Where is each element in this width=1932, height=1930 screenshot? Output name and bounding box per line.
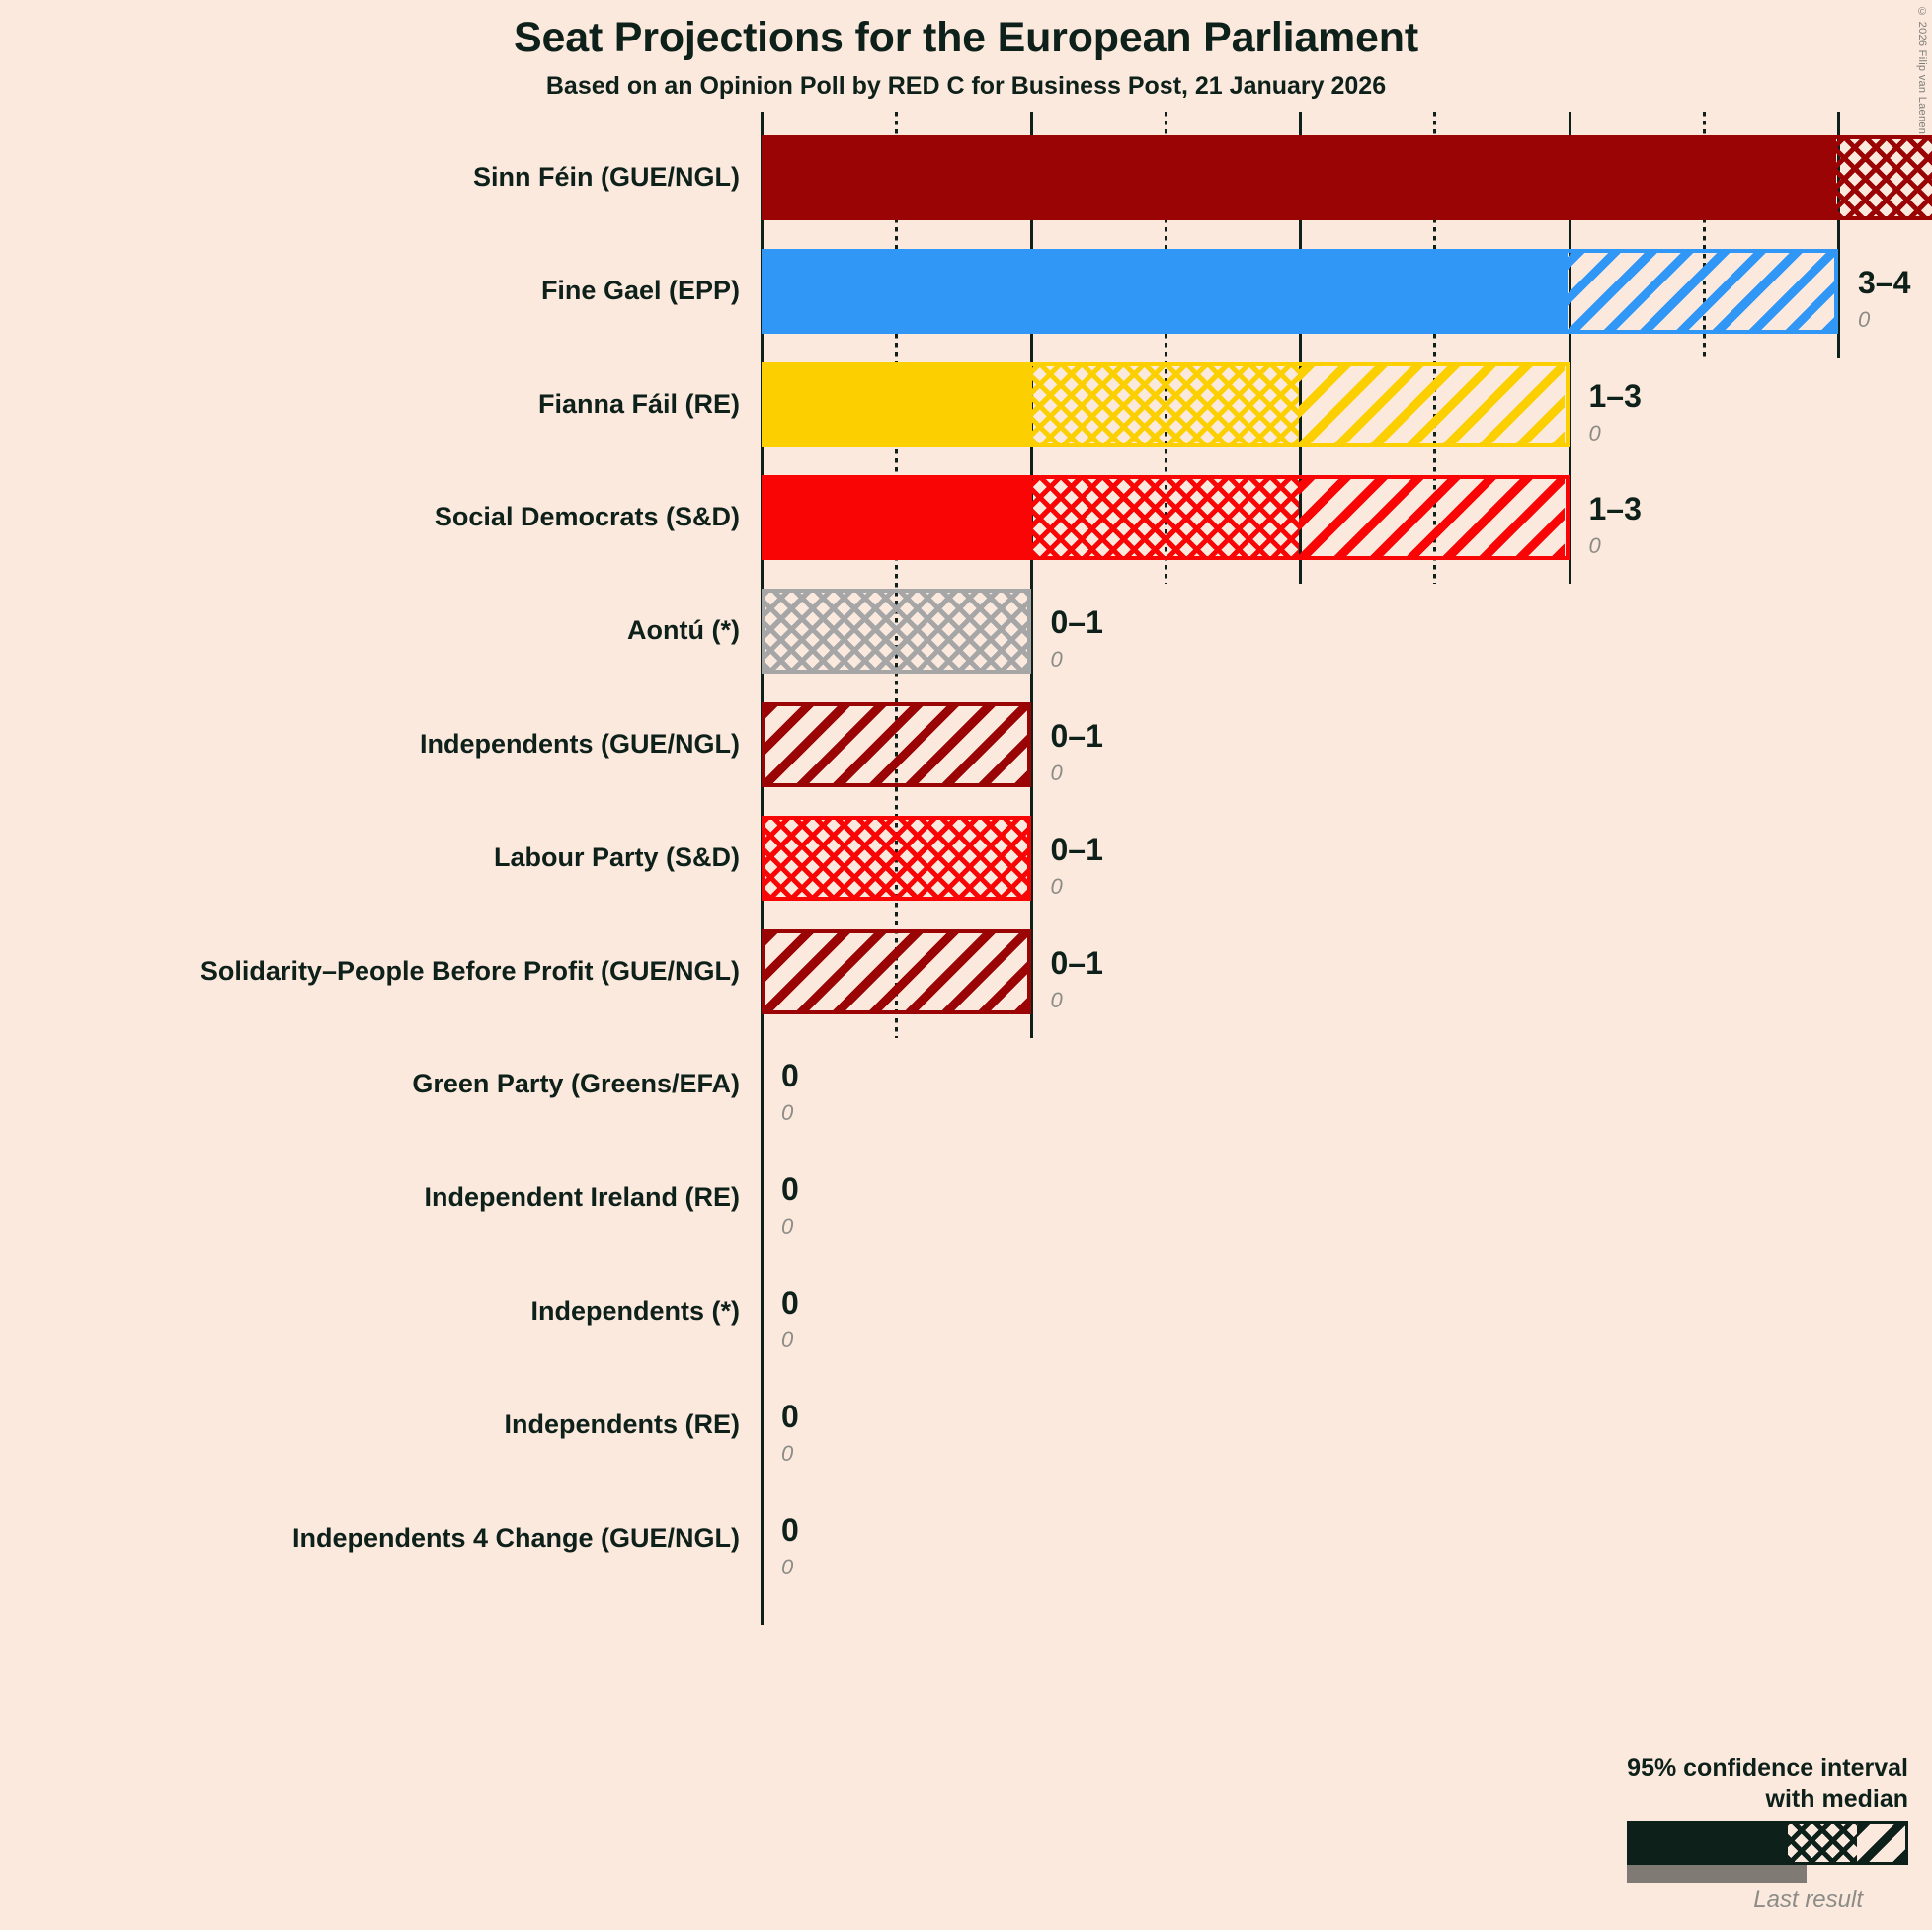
axis-tick-1-5 [1164, 112, 1167, 126]
legend-caption-line1: 95% confidence interval [1627, 1754, 1908, 1782]
bar-4 [762, 589, 1031, 675]
axis-tick-3 [1568, 112, 1571, 126]
copyright-notice: © 2026 Filip van Laenen [1916, 6, 1928, 135]
party-label-5: Independents (GUE/NGL) [420, 729, 740, 759]
gridline-3 [1568, 112, 1571, 585]
gridline-1-5 [1164, 112, 1167, 585]
bar-6 [762, 815, 1031, 901]
axis-tick-0-5 [895, 112, 899, 126]
legend-last-result-swatch [1627, 1865, 1807, 1883]
bar-segment-crosshatch-2 [1031, 365, 1299, 443]
party-label-8: Green Party (Greens/EFA) [412, 1069, 740, 1099]
bar-segment-diagonal-3 [1298, 479, 1566, 557]
bar-segment-crosshatch-4 [765, 593, 1027, 671]
party-label-3: Social Democrats (S&D) [434, 502, 740, 532]
legend-solid-segment [1630, 1824, 1788, 1862]
gridline-2 [1299, 112, 1302, 585]
bar-segment-diagonal-2 [1298, 365, 1566, 443]
bar-segment-solid-1 [765, 252, 1568, 330]
value-label-5: 0–1 [1050, 718, 1103, 754]
bar-3 [762, 475, 1570, 561]
value-label-1: 3–4 [1858, 264, 1911, 300]
value-label-11: 0 [781, 1398, 799, 1434]
value-label-7: 0–1 [1050, 944, 1103, 981]
axis-tick-2-5 [1433, 112, 1437, 126]
party-label-7: Solidarity–People Before Profit (GUE/NGL… [200, 955, 740, 986]
party-label-9: Independent Ireland (RE) [424, 1182, 740, 1213]
party-label-0: Sinn Féin (GUE/NGL) [473, 162, 740, 192]
value-label-6: 0–1 [1050, 831, 1103, 867]
gridline-1 [1029, 112, 1033, 1038]
party-label-11: Independents (RE) [504, 1408, 740, 1439]
legend-last-result-label: Last result [1753, 1887, 1863, 1913]
last-result-label-11: 0 [781, 1440, 794, 1466]
bar-segment-solid-3 [765, 479, 1032, 557]
value-label-3: 1–3 [1588, 491, 1642, 527]
gridline-3-5 [1702, 112, 1706, 358]
party-label-2: Fianna Fáil (RE) [537, 388, 740, 419]
last-result-label-5: 0 [1050, 761, 1063, 785]
last-result-label-3: 0 [1588, 533, 1601, 559]
bar-segment-crosshatch-0 [1835, 139, 1932, 216]
last-result-label-1: 0 [1858, 306, 1871, 332]
gridline-2-5 [1433, 112, 1437, 585]
last-result-label-4: 0 [1050, 647, 1063, 673]
bar-segment-crosshatch-6 [765, 819, 1027, 897]
bar-segment-diagonal-7 [765, 932, 1027, 1010]
axis-tick-2 [1299, 112, 1302, 126]
bar-segment-solid-2 [765, 365, 1032, 443]
value-label-8: 0 [781, 1058, 799, 1094]
gridline-0-5 [895, 112, 899, 1038]
value-label-10: 0 [781, 1285, 799, 1321]
legend-ci-swatch [1627, 1821, 1908, 1865]
axis-tick-4 [1837, 112, 1840, 126]
legend-swatch-group [1513, 1821, 1908, 1883]
last-result-label-6: 0 [1050, 873, 1063, 899]
party-label-1: Fine Gael (EPP) [540, 275, 740, 305]
chart-legend: 95% confidence interval with median Last… [1513, 1753, 1908, 1912]
party-label-12: Independents 4 Change (GUE/NGL) [291, 1522, 740, 1553]
chart-subtitle: Based on an Opinion Poll by RED C for Bu… [545, 72, 1387, 101]
legend-diagonal-segment [1857, 1824, 1905, 1862]
bar-0 [762, 135, 1932, 220]
party-label-4: Aontú (*) [627, 615, 740, 646]
legend-crosshatch-segment [1788, 1824, 1857, 1862]
last-result-label-10: 0 [781, 1327, 794, 1352]
chart-header: Seat Projections for the European Parlia… [0, 0, 1932, 101]
last-result-label-2: 0 [1588, 420, 1601, 445]
bar-segment-solid-0 [765, 139, 1836, 216]
axis-tick-3-5 [1702, 112, 1706, 126]
bar-5 [762, 702, 1031, 787]
party-label-6: Labour Party (S&D) [493, 842, 740, 872]
legend-caption-line2: with median [1765, 1784, 1908, 1812]
axis-tick-1 [1029, 112, 1033, 126]
bar-2 [762, 362, 1570, 447]
last-result-label-12: 0 [781, 1554, 794, 1579]
gridline-4 [1837, 112, 1840, 358]
legend-caption: 95% confidence interval with median [1513, 1753, 1908, 1813]
bar-7 [762, 928, 1031, 1014]
page-title: Seat Projections for the European Parlia… [514, 14, 1418, 61]
bar-segment-diagonal-5 [765, 706, 1027, 783]
value-label-4: 0–1 [1050, 604, 1103, 641]
bar-segment-crosshatch-3 [1031, 479, 1299, 557]
party-label-10: Independents (*) [530, 1296, 740, 1326]
bar-segment-diagonal-1 [1567, 252, 1834, 330]
value-label-12: 0 [781, 1511, 799, 1548]
value-label-2: 1–3 [1588, 377, 1642, 414]
bar-1 [762, 248, 1838, 334]
last-result-label-7: 0 [1050, 987, 1063, 1012]
last-result-label-8: 0 [781, 1100, 794, 1126]
last-result-label-9: 0 [781, 1214, 794, 1240]
value-label-9: 0 [781, 1171, 799, 1208]
